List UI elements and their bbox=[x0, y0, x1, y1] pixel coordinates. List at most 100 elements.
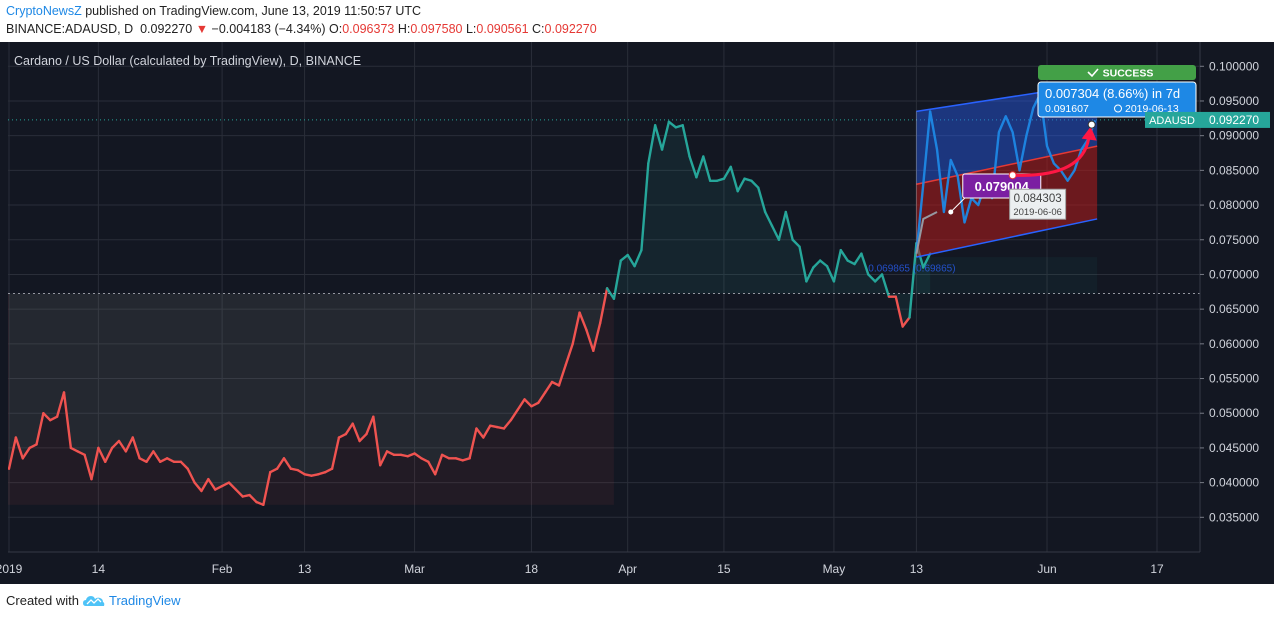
low-point-marker bbox=[948, 209, 954, 215]
price-line-segment bbox=[660, 120, 671, 151]
price-line-segment bbox=[220, 481, 231, 488]
price-line-segment bbox=[571, 311, 581, 346]
price-line-segment bbox=[434, 453, 444, 476]
price-line-segment bbox=[227, 481, 238, 491]
price-line-segment bbox=[90, 446, 100, 481]
price-line-segment bbox=[612, 259, 623, 300]
price-line-segment bbox=[784, 210, 794, 241]
y-tick-label: 0.090000 bbox=[1209, 129, 1259, 143]
price-line-segment bbox=[922, 252, 932, 269]
price-line-segment bbox=[598, 287, 609, 325]
price-line-segment bbox=[901, 316, 911, 328]
price-line-segment bbox=[653, 124, 664, 151]
result-arrowhead bbox=[1081, 126, 1097, 141]
price-line-segment bbox=[537, 391, 547, 405]
price-line-segment bbox=[8, 436, 18, 470]
price-line-segment bbox=[750, 179, 760, 189]
price-line-segment bbox=[124, 436, 134, 453]
price-line-segment bbox=[385, 450, 396, 457]
publish-info: CryptoNewsZ published on TradingView.com… bbox=[6, 4, 421, 18]
price-line-segment bbox=[564, 342, 574, 366]
price-line-segment bbox=[207, 477, 217, 491]
price-line-segment bbox=[420, 457, 430, 463]
y-tick-label: 0.075000 bbox=[1209, 233, 1259, 247]
price-line-segment bbox=[502, 418, 513, 430]
price-line-segment bbox=[365, 415, 375, 436]
price-line-segment bbox=[647, 124, 657, 165]
price-line-segment bbox=[860, 252, 870, 276]
price-line-segment bbox=[145, 450, 155, 463]
price-line-segment bbox=[763, 210, 774, 228]
entry-price: 0.084303 bbox=[1014, 193, 1062, 205]
price-line-segment bbox=[880, 273, 891, 298]
price-chart[interactable]: 0.069865 (0.69865)0.0790040.0843032019-0… bbox=[0, 42, 1274, 584]
price-line-segment bbox=[344, 422, 354, 436]
price-line-segment bbox=[688, 155, 698, 179]
price-line-segment bbox=[179, 460, 189, 470]
price-line-segment bbox=[557, 363, 568, 387]
footer: Created with TradingView bbox=[6, 593, 181, 608]
gray-trace bbox=[915, 211, 938, 254]
tradingview-brand[interactable]: TradingView bbox=[108, 593, 181, 608]
price-line-segment bbox=[585, 328, 595, 352]
price-line-segment bbox=[702, 155, 712, 182]
price-line-segment bbox=[42, 412, 52, 422]
price-line-segment bbox=[62, 391, 73, 450]
x-tick-label: 2019 bbox=[0, 562, 23, 576]
low-value: 0.090561 bbox=[476, 22, 529, 36]
result-point-marker bbox=[1087, 120, 1096, 129]
price-line-segment bbox=[523, 398, 533, 408]
price-line-segment bbox=[777, 210, 787, 241]
forecast-layer: 0.069865 (0.69865)0.0790040.0843032019-0… bbox=[868, 65, 1197, 294]
price-line-segment bbox=[667, 120, 678, 129]
price-line-segment bbox=[186, 467, 196, 484]
y-tick-label: 0.050000 bbox=[1209, 406, 1259, 420]
price-line-segment bbox=[468, 427, 478, 460]
high-label: H: bbox=[397, 22, 411, 36]
price-line-segment bbox=[214, 484, 224, 491]
entry-label-box bbox=[1009, 188, 1067, 220]
y-tick-label: 0.070000 bbox=[1209, 267, 1259, 281]
price-line-segment bbox=[117, 439, 128, 453]
price-line-segment bbox=[640, 162, 650, 252]
price-line-segment bbox=[605, 287, 616, 300]
price-line-segment bbox=[21, 446, 31, 460]
symbol-tag: ADAUSD bbox=[1149, 115, 1195, 127]
current-price-tag: 0.092270 bbox=[1209, 113, 1259, 127]
y-tick-label: 0.065000 bbox=[1209, 302, 1259, 316]
y-tick-label: 0.100000 bbox=[1209, 59, 1259, 73]
x-tick-label: 13 bbox=[910, 562, 924, 576]
price-line-segment bbox=[853, 252, 863, 266]
y-tick-label: 0.040000 bbox=[1209, 476, 1259, 490]
result-change: 0.007304 (8.66%) in 7d bbox=[1045, 86, 1180, 101]
y-tick-label: 0.060000 bbox=[1209, 337, 1259, 351]
price-line-segment bbox=[83, 453, 93, 481]
price-line-segment bbox=[509, 408, 519, 422]
x-tick-label: May bbox=[823, 562, 846, 576]
x-tick-label: 14 bbox=[92, 562, 106, 576]
y-tick-label: 0.045000 bbox=[1209, 441, 1259, 455]
price-line-segment bbox=[55, 391, 66, 418]
price-line-segment bbox=[550, 380, 561, 387]
publisher-name[interactable]: CryptoNewsZ bbox=[6, 4, 82, 18]
price-line-segment bbox=[543, 380, 554, 394]
y-tick-label: 0.035000 bbox=[1209, 510, 1259, 524]
entry-point-marker bbox=[1008, 171, 1017, 180]
price-line-segment bbox=[248, 493, 258, 504]
x-tick-label: 18 bbox=[525, 562, 539, 576]
price-line-segment bbox=[337, 432, 348, 439]
price-line-segment bbox=[729, 165, 739, 193]
x-tick-label: 17 bbox=[1150, 562, 1164, 576]
price-line-segment bbox=[14, 436, 24, 460]
forecast-price-line bbox=[915, 92, 1097, 254]
series-layer bbox=[8, 119, 1200, 507]
created-with-text: Created with bbox=[6, 593, 79, 608]
price-line-segment bbox=[165, 457, 176, 463]
x-tick-label: Jun bbox=[1037, 562, 1056, 576]
price-line-segment bbox=[358, 432, 368, 443]
price-line-segment bbox=[255, 500, 265, 507]
price-line-segment bbox=[234, 488, 244, 498]
low-label-connector bbox=[950, 197, 966, 213]
price-line-segment bbox=[379, 450, 389, 467]
price-line-segment bbox=[736, 177, 746, 193]
